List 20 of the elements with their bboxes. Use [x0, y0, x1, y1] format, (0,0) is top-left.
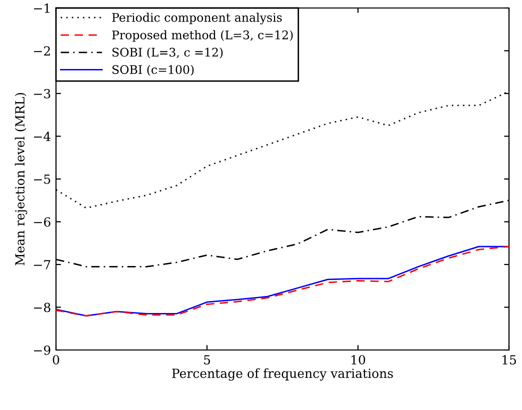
line-series	[56, 246, 509, 316]
x-tick-label: 10	[352, 355, 366, 365]
x-axis-title: Percentage of frequency variations	[172, 368, 393, 381]
y-tick-label: −1	[34, 3, 50, 13]
x-tick-label: 0	[52, 355, 60, 365]
y-tick-label: −6	[34, 217, 50, 227]
y-tick-label: −5	[34, 174, 50, 184]
y-tick-label: −2	[34, 46, 50, 56]
x-tick-label: 5	[204, 355, 210, 365]
y-tick-label: −9	[34, 345, 50, 355]
legend-label: SOBI (c=100)	[112, 64, 194, 76]
y-tick-label: −4	[34, 132, 51, 141]
y-tick-label: −7	[34, 260, 50, 270]
legend-label: Periodic component analysis	[112, 12, 282, 24]
legend-label: Proposed method (L=3, c=12)	[112, 30, 293, 42]
y-axis-title: Mean rejection level (MRL)	[14, 93, 28, 266]
x-tick-label: 15	[502, 355, 516, 365]
y-tick-label: −8	[34, 302, 50, 312]
y-tick-label: −3	[34, 88, 50, 98]
legend-label: SOBI (L=3, c =12)	[112, 48, 223, 58]
